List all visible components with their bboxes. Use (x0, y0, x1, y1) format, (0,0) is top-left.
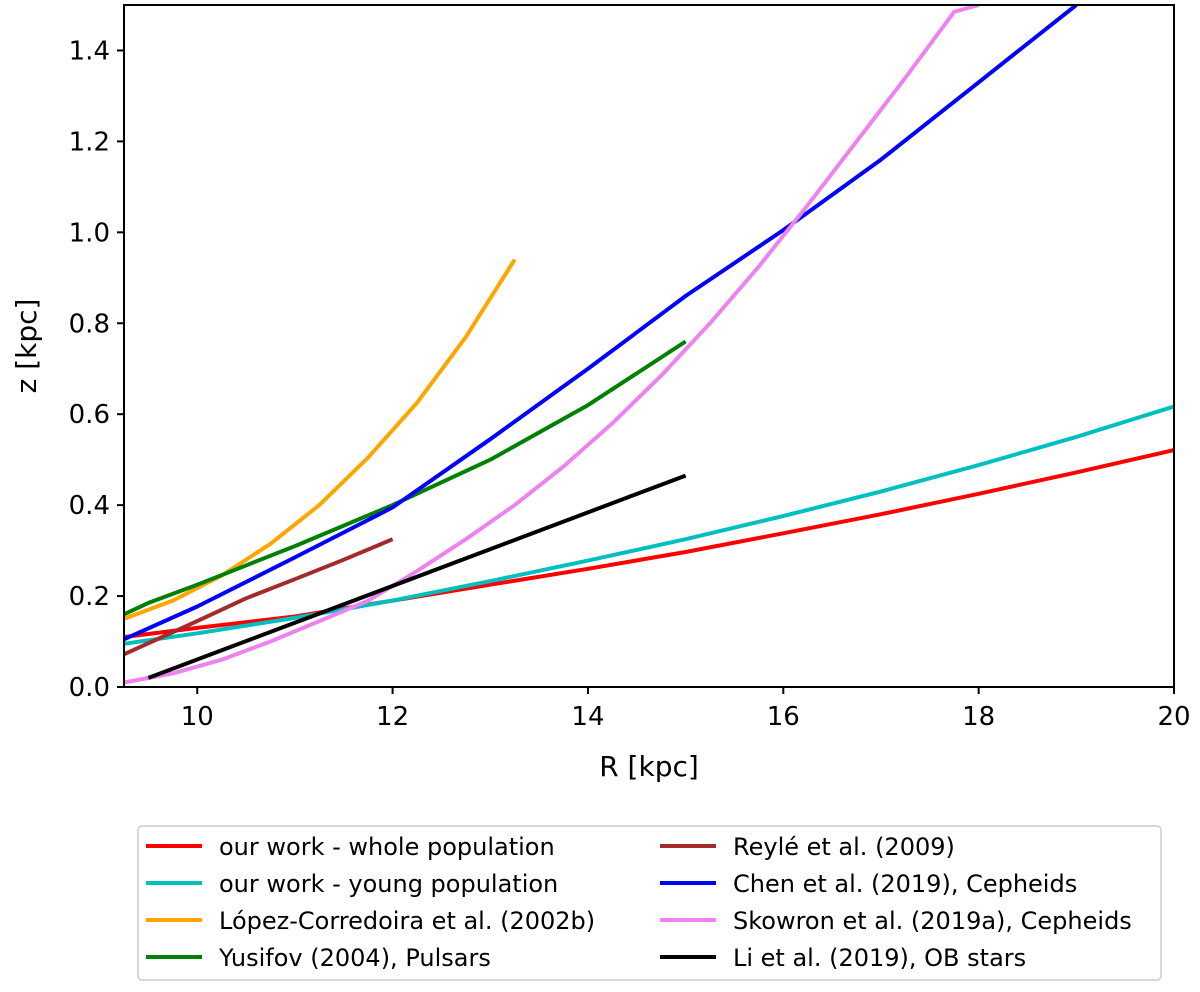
series-line-4 (124, 339, 687, 617)
legend-label-2: our work - young population (219, 870, 558, 898)
plot-frame (123, 4, 1175, 688)
legend-frame (137, 825, 1162, 981)
series-line-2 (124, 404, 1174, 646)
legend-label-4: Yusifov (2004), Pulsars (218, 944, 491, 972)
y-axis-label: z [kpc] (10, 299, 43, 394)
series-line-5 (124, 537, 394, 657)
y-tick-label: 1.4 (69, 36, 110, 66)
y-tick-label: 1.2 (69, 127, 110, 157)
y-tick-label: 1.0 (69, 218, 110, 248)
y-tick-label: 0.2 (69, 582, 110, 612)
y-tick-label: 0.0 (69, 673, 110, 703)
series-line-7 (124, 5, 980, 685)
x-tick-label: 10 (181, 702, 214, 732)
x-tick-label: 14 (571, 702, 604, 732)
legend-label-6: Chen et al. (2019), Cepheids (733, 870, 1077, 898)
y-tick-label: 0.8 (69, 309, 110, 339)
y-axis: 0.0 0.2 0.4 0.6 0.8 1.0 1.2 1.4 (69, 36, 124, 703)
series-line-1 (124, 448, 1174, 639)
x-tick-label: 12 (376, 702, 409, 732)
x-tick-label: 18 (962, 702, 995, 732)
x-axis-label: R [kpc] (599, 750, 699, 783)
legend-label-8: Li et al. (2019), OB stars (733, 944, 1026, 972)
legend-label-5: Reylé et al. (2009) (733, 833, 955, 861)
x-axis: 10 12 14 16 18 20 (181, 687, 1191, 732)
legend-label-3: López-Corredoira et al. (2002b) (219, 907, 595, 935)
x-tick-label: 16 (767, 702, 800, 732)
y-tick-label: 0.4 (69, 491, 110, 521)
x-tick-label: 20 (1157, 702, 1190, 732)
series-line-8 (147, 473, 687, 680)
legend-label-1: our work - whole population (219, 833, 555, 861)
legend-label-7: Skowron et al. (2019a), Cepheids (733, 907, 1132, 935)
series-line-3 (124, 258, 517, 621)
y-tick-label: 0.6 (69, 400, 110, 430)
series-line-6 (124, 5, 1078, 642)
series-layer (124, 5, 1174, 685)
legend: our work - whole population our work - yo… (137, 825, 1162, 981)
